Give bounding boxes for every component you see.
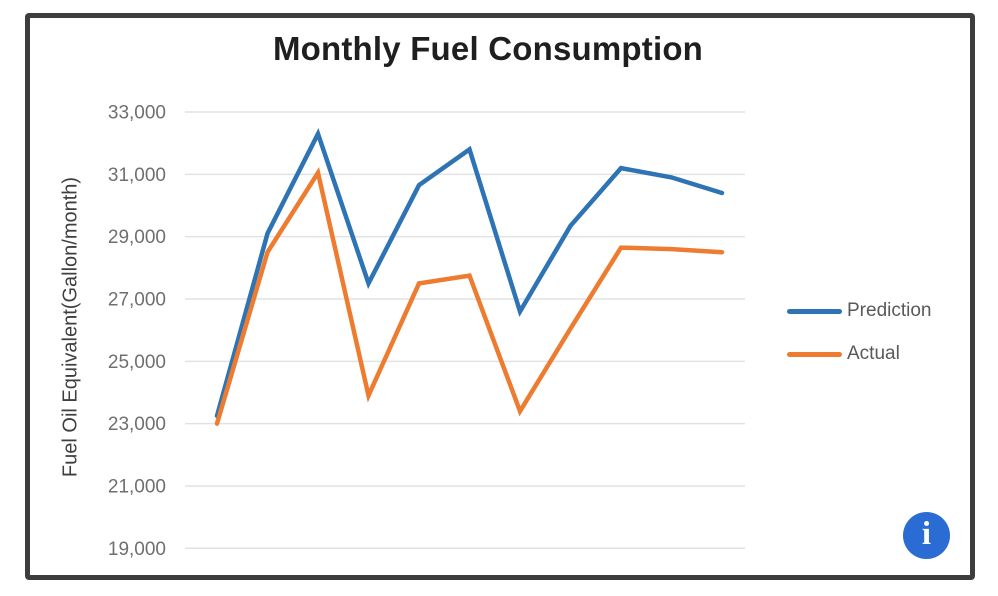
y-tick-label: 19,000: [108, 539, 166, 560]
y-tick-label: 21,000: [108, 476, 166, 497]
actual-line: [214, 167, 725, 426]
prediction-line: [214, 127, 725, 419]
y-tick-label: 29,000: [108, 227, 166, 248]
prediction-line-swatch: [787, 308, 842, 314]
y-tick-label: 23,000: [108, 414, 166, 435]
y-tick-label: 27,000: [108, 289, 166, 310]
y-tick-label: 33,000: [108, 103, 166, 124]
chart-frame: Monthly Fuel Consumption Fuel Oil Equiva…: [25, 13, 975, 580]
y-tick-label: 31,000: [108, 165, 166, 186]
y-tick-label: 25,000: [108, 352, 166, 373]
legend-item-prediction: Prediction: [787, 299, 932, 323]
legend-label-prediction: Prediction: [847, 300, 932, 321]
info-icon[interactable]: i: [903, 512, 950, 559]
chart-title: Monthly Fuel Consumption: [272, 30, 704, 67]
actual-line-swatch: [787, 351, 842, 357]
line-chart-plot-area: 33,000 31,000 29,000 27,000 25,000 23,000 21,0…: [108, 103, 745, 560]
legend-item-actual: Actual: [787, 342, 932, 366]
legend: Prediction Actual: [787, 299, 932, 385]
legend-label-actual: Actual: [847, 343, 900, 364]
